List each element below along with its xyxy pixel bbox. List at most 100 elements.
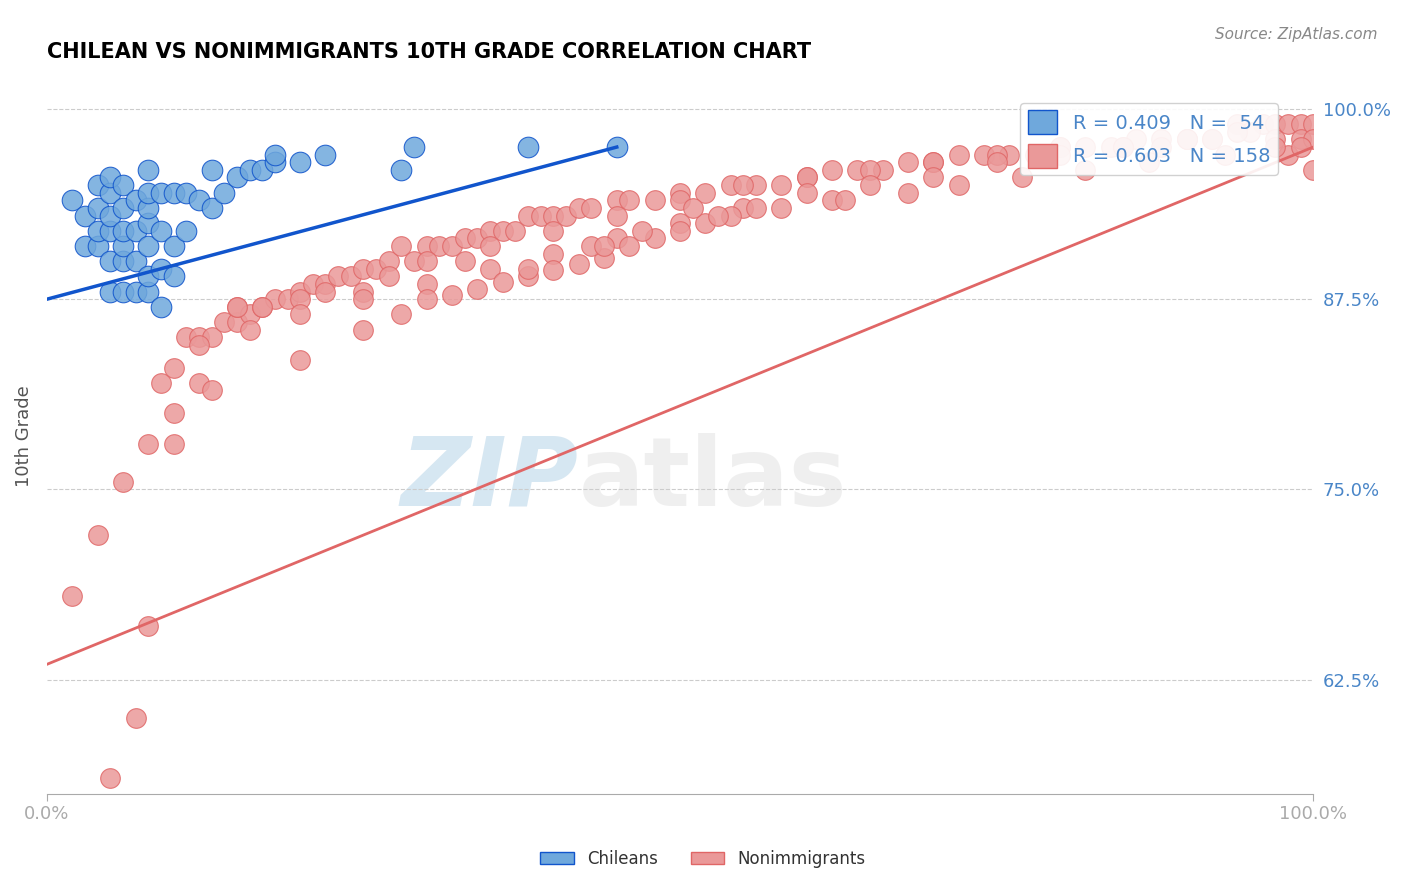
Point [391, 307, 413, 321]
Point [669, 194, 692, 208]
Point [187, 376, 209, 390]
Point [315, 277, 337, 291]
Point [454, 254, 477, 268]
Point [1125, 132, 1147, 146]
Point [391, 162, 413, 177]
Point [353, 323, 375, 337]
Point [340, 269, 363, 284]
Point [124, 224, 146, 238]
Point [1112, 140, 1135, 154]
Point [98, 224, 121, 238]
Point [200, 384, 222, 398]
Point [1074, 140, 1097, 154]
Point [98, 772, 121, 786]
Point [859, 178, 882, 193]
Point [136, 201, 159, 215]
Point [250, 300, 273, 314]
Point [378, 254, 401, 268]
Point [733, 178, 755, 193]
Point [124, 710, 146, 724]
Point [631, 224, 654, 238]
Point [922, 155, 945, 169]
Point [1175, 132, 1198, 146]
Point [73, 209, 96, 223]
Point [98, 285, 121, 299]
Point [124, 194, 146, 208]
Point [581, 239, 603, 253]
Point [225, 170, 247, 185]
Point [136, 216, 159, 230]
Point [136, 269, 159, 284]
Point [669, 186, 692, 200]
Point [1289, 132, 1312, 146]
Point [288, 285, 311, 299]
Point [479, 239, 502, 253]
Point [1175, 132, 1198, 146]
Point [644, 231, 666, 245]
Point [479, 261, 502, 276]
Text: atlas: atlas [579, 433, 848, 525]
Point [162, 360, 184, 375]
Point [98, 170, 121, 185]
Point [416, 239, 439, 253]
Point [174, 186, 197, 200]
Point [986, 155, 1008, 169]
Point [517, 269, 540, 284]
Point [492, 276, 515, 290]
Point [250, 300, 273, 314]
Point [391, 239, 413, 253]
Point [1264, 140, 1286, 154]
Point [720, 178, 742, 193]
Point [1302, 132, 1324, 146]
Point [568, 201, 591, 215]
Point [948, 178, 970, 193]
Point [454, 231, 477, 245]
Point [619, 194, 641, 208]
Point [378, 269, 401, 284]
Point [821, 194, 844, 208]
Point [111, 178, 134, 193]
Point [846, 162, 869, 177]
Point [872, 162, 894, 177]
Point [212, 315, 235, 329]
Point [1201, 132, 1223, 146]
Point [1049, 140, 1071, 154]
Point [492, 224, 515, 238]
Point [543, 263, 565, 277]
Point [162, 239, 184, 253]
Point [111, 224, 134, 238]
Point [1049, 140, 1071, 154]
Text: CHILEAN VS NONIMMIGRANTS 10TH GRADE CORRELATION CHART: CHILEAN VS NONIMMIGRANTS 10TH GRADE CORR… [46, 42, 811, 62]
Point [136, 285, 159, 299]
Point [86, 201, 108, 215]
Point [669, 216, 692, 230]
Point [162, 436, 184, 450]
Point [288, 155, 311, 169]
Point [517, 209, 540, 223]
Point [733, 201, 755, 215]
Point [149, 261, 172, 276]
Point [353, 285, 375, 299]
Point [796, 186, 818, 200]
Point [517, 261, 540, 276]
Point [1099, 140, 1122, 154]
Point [922, 170, 945, 185]
Point [1150, 140, 1173, 154]
Point [821, 162, 844, 177]
Point [1213, 147, 1236, 161]
Point [98, 209, 121, 223]
Point [644, 194, 666, 208]
Point [619, 239, 641, 253]
Point [149, 186, 172, 200]
Point [174, 330, 197, 344]
Point [149, 300, 172, 314]
Point [581, 201, 603, 215]
Point [1011, 170, 1033, 185]
Point [111, 285, 134, 299]
Point [593, 251, 616, 265]
Point [897, 155, 920, 169]
Point [111, 201, 134, 215]
Point [149, 224, 172, 238]
Point [517, 140, 540, 154]
Point [467, 231, 489, 245]
